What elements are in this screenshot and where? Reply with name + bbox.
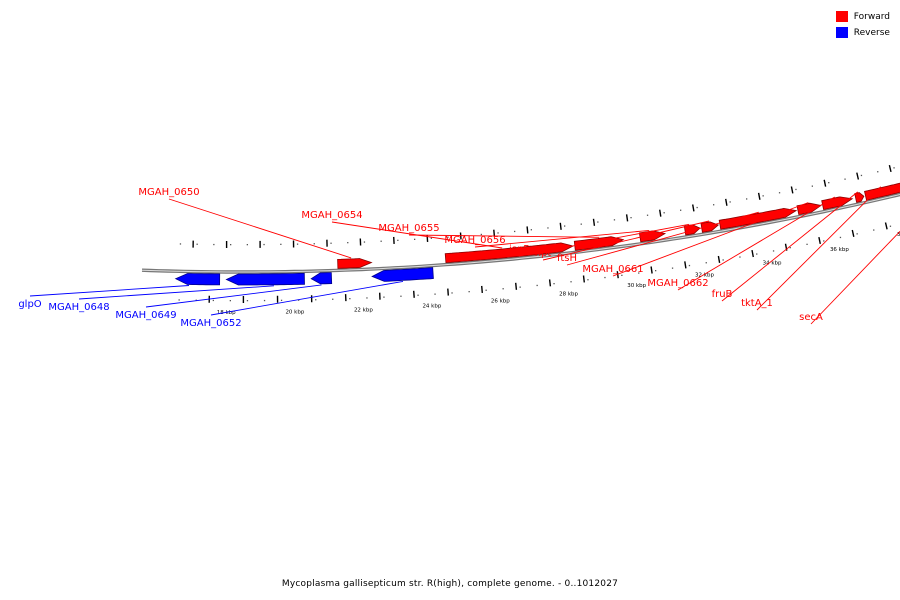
gene-label: glpO <box>18 299 41 310</box>
gene-label: MGAH_0655 <box>378 223 439 234</box>
gene-mgah-0652[interactable]: MGAH_0652 <box>180 267 434 329</box>
gene-ftsh[interactable]: ftsH <box>557 207 798 266</box>
ruler-label: 18 kbp <box>217 310 236 316</box>
gene-label: secA <box>799 312 823 323</box>
ruler-label: 32 kbp <box>695 273 714 279</box>
label-leader-line <box>210 280 404 316</box>
gene-label: tktA_1 <box>741 298 773 309</box>
gene-arrow[interactable] <box>444 242 575 264</box>
gene-mgah-0650[interactable]: MGAH_0650 <box>138 187 373 269</box>
label-leader-line <box>474 229 650 248</box>
ruler-label: 28 kbp <box>559 291 578 297</box>
ruler-label: 30 kbp <box>627 283 646 289</box>
gene-arrow[interactable] <box>854 192 865 203</box>
label-leader-line <box>542 220 710 261</box>
gene-label: MGAH_0662 <box>647 278 708 289</box>
gene-seca[interactable]: secA <box>799 155 900 325</box>
label-leader-line <box>168 198 352 259</box>
gene-tkta-1[interactable]: tktA_1 <box>741 179 900 311</box>
gene-label: MGAH_0656 <box>444 235 505 246</box>
gene-arrow[interactable] <box>337 258 373 269</box>
gene-mgah-0655[interactable]: MGAH_0655 <box>378 223 625 251</box>
gene-frub[interactable]: fruB <box>712 191 865 302</box>
gene-glpo[interactable]: glpO <box>18 273 221 311</box>
legend-item-forward: Forward <box>835 9 890 24</box>
gene-arrow[interactable] <box>174 273 221 286</box>
ruler-label: 24 kbp <box>422 304 441 310</box>
genome-caption: Mycoplasma gallisepticum str. R(high), c… <box>281 579 619 589</box>
label-leader-line <box>29 285 190 297</box>
legend-label: Reverse <box>853 27 890 38</box>
label-leader-line <box>677 196 835 291</box>
gene-arrow[interactable] <box>371 267 434 282</box>
label-leader-line <box>810 230 900 325</box>
label-leader-line <box>612 202 809 277</box>
genome-backbone-highlight <box>141 193 900 273</box>
label-leader-line <box>566 211 759 266</box>
gene-arrow[interactable] <box>310 272 333 285</box>
gene-arrow[interactable] <box>864 179 900 201</box>
ruler-label: 38 kbp <box>897 232 900 238</box>
legend-label: Forward <box>853 11 890 22</box>
gene-mgah-0649[interactable]: MGAH_0649 <box>115 272 333 321</box>
gene-label: MGAH_0648 <box>48 302 109 313</box>
gene-label: MGAH_0654 <box>301 210 362 221</box>
gene-label: ftsH <box>557 253 577 264</box>
legend: Forward Reverse <box>835 9 890 41</box>
gene-label: fruB <box>712 289 733 300</box>
ruler-label: 26 kbp <box>491 298 510 304</box>
ruler-label: 34 kbp <box>763 261 782 267</box>
ruler-label: 20 kbp <box>285 310 304 316</box>
gene-mgah-0648[interactable]: MGAH_0648 <box>48 272 305 313</box>
ruler-label: 36 kbp <box>830 247 849 253</box>
gene-mgah-0661[interactable]: MGAH_0661 <box>582 202 822 277</box>
gene-label: MGAH_0661 <box>582 264 643 275</box>
label-leader-line <box>756 186 882 311</box>
gene-label: MGAH_0652 <box>180 318 241 329</box>
label-leader-line <box>721 191 858 302</box>
gene-label: hpt <box>535 248 552 259</box>
forward-swatch <box>835 11 848 22</box>
gene-label: MGAH_0650 <box>138 187 199 198</box>
ruler-label: 22 kbp <box>354 307 373 313</box>
gene-label: MGAH_0649 <box>115 310 176 321</box>
ruler-dots <box>178 167 895 302</box>
reverse-swatch <box>835 27 848 38</box>
legend-item-reverse: Reverse <box>835 25 890 40</box>
label-leader-line <box>518 223 690 257</box>
gene-mgah-0662[interactable]: MGAH_0662 <box>647 196 854 291</box>
label-leader-line <box>78 285 275 300</box>
gene-features: glpO MGAH_0648 MGAH_0649 MGAH_0650 MGAH_0652… <box>18 155 900 329</box>
label-leader-line <box>145 284 322 308</box>
gene-arrow[interactable] <box>225 272 305 286</box>
gene-label: ispF <box>509 244 529 255</box>
label-leader-line <box>408 234 600 238</box>
